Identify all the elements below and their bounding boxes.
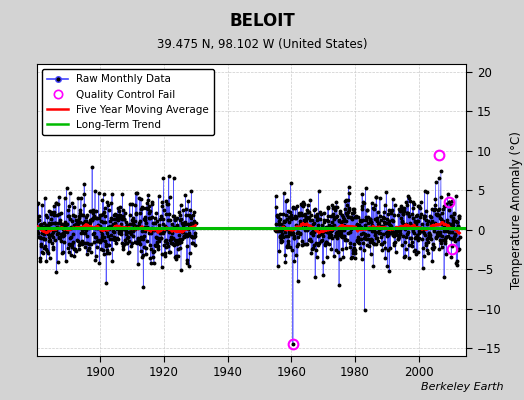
Text: Berkeley Earth: Berkeley Earth bbox=[421, 382, 503, 392]
Text: BELOIT: BELOIT bbox=[229, 12, 295, 30]
Legend: Raw Monthly Data, Quality Control Fail, Five Year Moving Average, Long-Term Tren: Raw Monthly Data, Quality Control Fail, … bbox=[42, 69, 214, 135]
Text: 39.475 N, 98.102 W (United States): 39.475 N, 98.102 W (United States) bbox=[157, 38, 367, 51]
Y-axis label: Temperature Anomaly (°C): Temperature Anomaly (°C) bbox=[510, 131, 523, 289]
